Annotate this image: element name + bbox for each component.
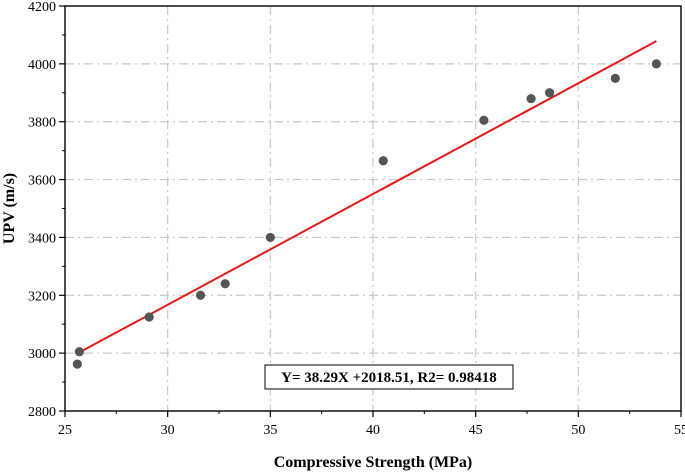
data-point <box>651 59 661 69</box>
y-tick-label: 3600 <box>28 174 56 189</box>
x-tick-label: 35 <box>263 423 277 438</box>
y-tick-label: 4200 <box>28 0 56 15</box>
x-axis-title: Compressive Strength (MPa) <box>274 454 473 471</box>
data-point <box>378 156 388 166</box>
y-tick-label: 3000 <box>28 347 56 362</box>
data-point <box>544 88 555 98</box>
data-point <box>479 115 489 125</box>
fit-line-group <box>78 40 657 354</box>
axes: 25 30 35 40 45 50 55 2800 3000 3200 3400 3600 3800 40… <box>28 0 685 438</box>
y-tick-label: 3400 <box>28 231 56 246</box>
data-point <box>220 279 230 289</box>
data-point <box>610 73 620 83</box>
fit-line <box>78 40 657 354</box>
grid <box>65 6 681 411</box>
data-point <box>74 347 84 357</box>
equation-annotation: Y= 38.29X +2018.51, R2= 0.98418 <box>264 364 514 390</box>
x-tick-label: 45 <box>469 423 483 438</box>
y-tick-label: 2800 <box>28 405 56 420</box>
equation-label: Y= 38.29X +2018.51, R2= 0.98418 <box>281 370 497 386</box>
x-tick-label: 55 <box>674 423 685 438</box>
data-point <box>195 290 206 300</box>
x-tick-label: 40 <box>366 423 380 438</box>
data-point <box>526 93 536 104</box>
y-tick-label: 3200 <box>28 289 56 304</box>
x-tick-label: 30 <box>161 423 175 438</box>
data-point <box>72 359 82 369</box>
y-tick-label: 3800 <box>28 116 56 131</box>
scatter-points <box>72 59 661 369</box>
x-tick-label: 50 <box>571 423 585 438</box>
data-point <box>265 232 275 243</box>
data-point <box>144 312 154 322</box>
y-axis-title: UPV (m/s) <box>1 173 18 244</box>
y-tick-label: 4000 <box>28 58 56 73</box>
x-tick-label: 25 <box>58 423 72 438</box>
equation-box <box>264 364 514 390</box>
